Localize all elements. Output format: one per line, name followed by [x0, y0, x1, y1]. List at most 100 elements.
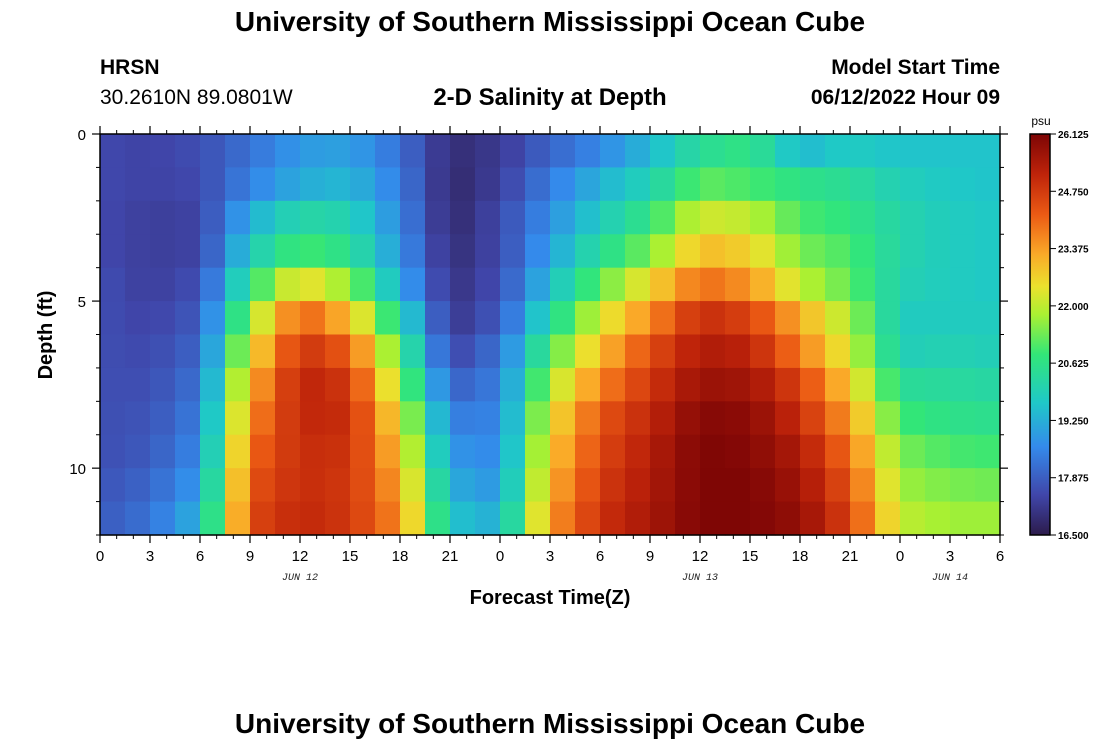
heatmap-cell	[450, 401, 476, 436]
heatmap-cell	[675, 334, 701, 369]
heatmap-cell	[975, 134, 1001, 169]
colorbar-tick-label: 22.000	[1058, 302, 1089, 313]
heatmap-cell	[450, 468, 476, 503]
heatmap-cell	[275, 468, 301, 503]
heatmap-cell	[100, 200, 126, 235]
heatmap-cell	[125, 501, 151, 536]
heatmap-cell	[175, 401, 201, 436]
heatmap-cell	[300, 134, 326, 169]
heatmap-cell	[325, 401, 351, 436]
heatmap-cell	[925, 134, 951, 169]
heatmap-cell	[575, 134, 601, 169]
heatmap-cell	[175, 334, 201, 369]
heatmap-cell	[700, 334, 726, 369]
heatmap-cell	[225, 401, 251, 436]
heatmap-cell	[225, 434, 251, 469]
heatmap-cell	[950, 434, 976, 469]
heatmap-cell	[250, 134, 276, 169]
heatmap-cell	[325, 367, 351, 402]
heatmap-cell	[925, 367, 951, 402]
heatmap-cell	[825, 401, 851, 436]
heatmap-cell	[925, 501, 951, 536]
heatmap-cell	[175, 200, 201, 235]
heatmap-cell	[600, 167, 626, 202]
day-label: JUN 12	[282, 573, 318, 584]
heatmap-cell	[850, 367, 876, 402]
heatmap-cell	[425, 267, 451, 302]
heatmap-cell	[150, 401, 176, 436]
heatmap-cell	[650, 267, 676, 302]
heatmap-cell	[675, 167, 701, 202]
heatmap-cell	[875, 167, 901, 202]
heatmap-cell	[425, 167, 451, 202]
heatmap-cell	[600, 301, 626, 336]
y-tick-label: 10	[69, 461, 86, 478]
heatmap-cell	[350, 134, 376, 169]
heatmap-cell	[800, 434, 826, 469]
heatmap-cell	[950, 200, 976, 235]
heatmap-cell	[400, 334, 426, 369]
heatmap-cell	[725, 301, 751, 336]
heatmap-cell	[225, 468, 251, 503]
station-coordinates: 30.2610N 89.0801W	[100, 86, 293, 109]
heatmap-cell	[900, 167, 926, 202]
heatmap-cell	[575, 234, 601, 269]
heatmap-cell	[425, 401, 451, 436]
heatmap-cell	[200, 167, 226, 202]
heatmap-cell	[900, 367, 926, 402]
heatmap-cell	[975, 234, 1001, 269]
heatmap-cell	[100, 134, 126, 169]
heatmap-cell	[800, 301, 826, 336]
heatmap-cell	[250, 434, 276, 469]
heatmap-cell	[675, 434, 701, 469]
heatmap-cell	[300, 301, 326, 336]
heatmap-cell	[325, 200, 351, 235]
heatmap-cell	[550, 234, 576, 269]
heatmap-cell	[775, 334, 801, 369]
heatmap-cell	[350, 434, 376, 469]
heatmap-cell	[825, 301, 851, 336]
heatmap-cell	[175, 468, 201, 503]
x-tick-label: 12	[692, 548, 709, 565]
heatmap-cell	[950, 301, 976, 336]
heatmap-cell	[225, 501, 251, 536]
heatmap-cell	[750, 267, 776, 302]
heatmap-cell	[475, 134, 501, 169]
heatmap-cell	[500, 434, 526, 469]
x-axis-title: Forecast Time(Z)	[470, 587, 631, 609]
heatmap-cell	[625, 167, 651, 202]
heatmap-cell	[875, 501, 901, 536]
heatmap-cell	[150, 167, 176, 202]
heatmap-cell	[500, 134, 526, 169]
heatmap-cell	[100, 434, 126, 469]
heatmap-cell	[250, 334, 276, 369]
heatmap-cell	[550, 501, 576, 536]
heatmap-cell	[225, 267, 251, 302]
heatmap-cell	[125, 301, 151, 336]
heatmap-cell	[250, 267, 276, 302]
heatmap-cell	[525, 167, 551, 202]
heatmap-cell	[700, 401, 726, 436]
heatmap-cell	[125, 134, 151, 169]
heatmap-cell	[725, 468, 751, 503]
heatmap-cell	[325, 134, 351, 169]
x-tick-label: 3	[946, 548, 954, 565]
heatmap-cell	[575, 401, 601, 436]
heatmap-cell	[875, 468, 901, 503]
heatmap-cell	[700, 301, 726, 336]
heatmap-cell	[475, 501, 501, 536]
heatmap-cell	[850, 134, 876, 169]
x-tick-label: 3	[146, 548, 154, 565]
heatmap-cell	[475, 468, 501, 503]
colorbar-tick-label: 17.875	[1058, 474, 1089, 485]
heatmap-cell	[850, 167, 876, 202]
heatmap-cell	[700, 434, 726, 469]
heatmap-cell	[125, 367, 151, 402]
heatmap-cell	[200, 434, 226, 469]
heatmap-cell	[725, 401, 751, 436]
heatmap-cell	[625, 501, 651, 536]
heatmap-cell	[625, 134, 651, 169]
heatmap-cell	[525, 301, 551, 336]
heatmap-cell	[200, 200, 226, 235]
